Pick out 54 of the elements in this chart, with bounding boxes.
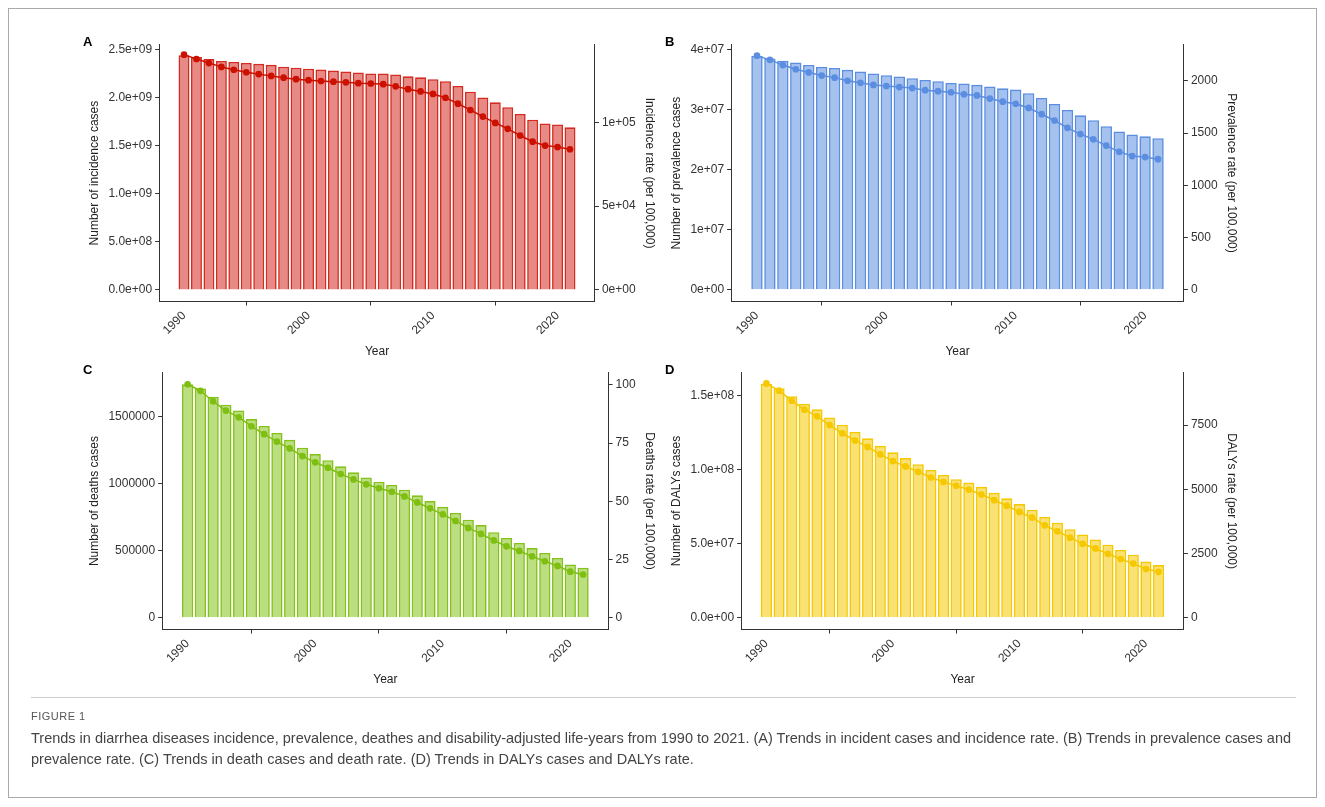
y-axis-title: Number of prevalence cases [668, 96, 683, 250]
y-tick-label: 0.0e+00 [108, 282, 153, 297]
y-tick-label: 1.5e+09 [108, 137, 153, 152]
y2-tick-label: 1e+05 [601, 114, 636, 129]
text: Trends in diarrhea diseases incidence, prevalence, deathes and disability-adjusted life-years from 1990 to 2021. (A) Trends in incident cases and incidence rate. (B) Trends in prevalence cases and prevalence rate. (C) Trends in death cases and death rate. (D) Trends in DALYs cases and DALYs rate. [31, 729, 1293, 769]
y-tick-label: 4e+07 [690, 42, 725, 57]
y2-tick-label: 2500 [1190, 545, 1218, 560]
y2-tick-label: 5000 [1190, 481, 1218, 496]
y2-axis-title: Incidence rate (per 100,000) [643, 97, 658, 249]
chart-title: A [83, 34, 93, 50]
y2-tick-label: 100 [615, 377, 636, 392]
y-tick-label: 5.0e+07 [690, 536, 735, 551]
y-tick-label: 0 [148, 610, 156, 625]
y-tick-label: 1.0e+09 [108, 186, 153, 201]
y-tick-label: 0e+00 [690, 282, 725, 297]
y2-tick-label: 50 [615, 493, 630, 508]
y-tick-label: 0.0e+00 [690, 610, 735, 625]
y-tick-label: 3e+07 [690, 102, 725, 117]
y-axis-title: Number of DALYs cases [668, 435, 683, 567]
x-axis-title: Year [373, 672, 398, 687]
y2-tick-label: 0 [1190, 610, 1198, 625]
y2-tick-label: 2000 [1190, 73, 1218, 88]
y-axis-title: Number of incidence cases [86, 100, 101, 246]
y2-tick-label: 0 [1190, 282, 1198, 297]
chart-title: D [665, 362, 675, 378]
y-tick-label: 1500000 [108, 408, 156, 423]
y2-axis-title: Prevalence rate (per 100,000) [1225, 93, 1240, 253]
y-tick-label: 2.0e+09 [108, 89, 153, 104]
chart-title: C [83, 362, 93, 378]
y-tick-label: 500000 [115, 543, 156, 558]
y2-axis-title: Deaths rate (per 100,000) [643, 432, 658, 570]
y-tick-label: 5.0e+08 [108, 234, 153, 249]
y2-tick-label: 75 [615, 435, 630, 450]
y-tick-label: 1.5e+08 [690, 388, 735, 403]
y2-tick-label: 0 [615, 610, 623, 625]
y2-tick-label: 7500 [1190, 417, 1218, 432]
y2-tick-label: 1500 [1190, 125, 1218, 140]
y2-axis-title: DALYs rate (per 100,000) [1225, 433, 1240, 569]
y-tick-label: 1000000 [108, 475, 156, 490]
y2-tick-label: 25 [615, 551, 630, 566]
y2-tick-label: 1000 [1190, 177, 1218, 192]
y2-tick-label: 500 [1190, 229, 1212, 244]
x-axis-title: Year [950, 672, 975, 687]
y-tick-label: 1e+07 [690, 222, 725, 237]
y2-tick-label: 5e+04 [601, 198, 636, 213]
y-tick-label: 2.5e+09 [108, 41, 153, 56]
x-axis-title: Year [945, 344, 970, 359]
y-axis-title: Number of deaths cases [86, 436, 101, 567]
chart-title: B [665, 34, 675, 50]
text: FIGURE 1 [31, 710, 87, 722]
x-axis-title: Year [364, 344, 390, 359]
y-tick-label: 1.0e+08 [690, 462, 735, 477]
y-tick-label: 2e+07 [690, 162, 725, 177]
y2-tick-label: 0e+00 [601, 282, 636, 297]
